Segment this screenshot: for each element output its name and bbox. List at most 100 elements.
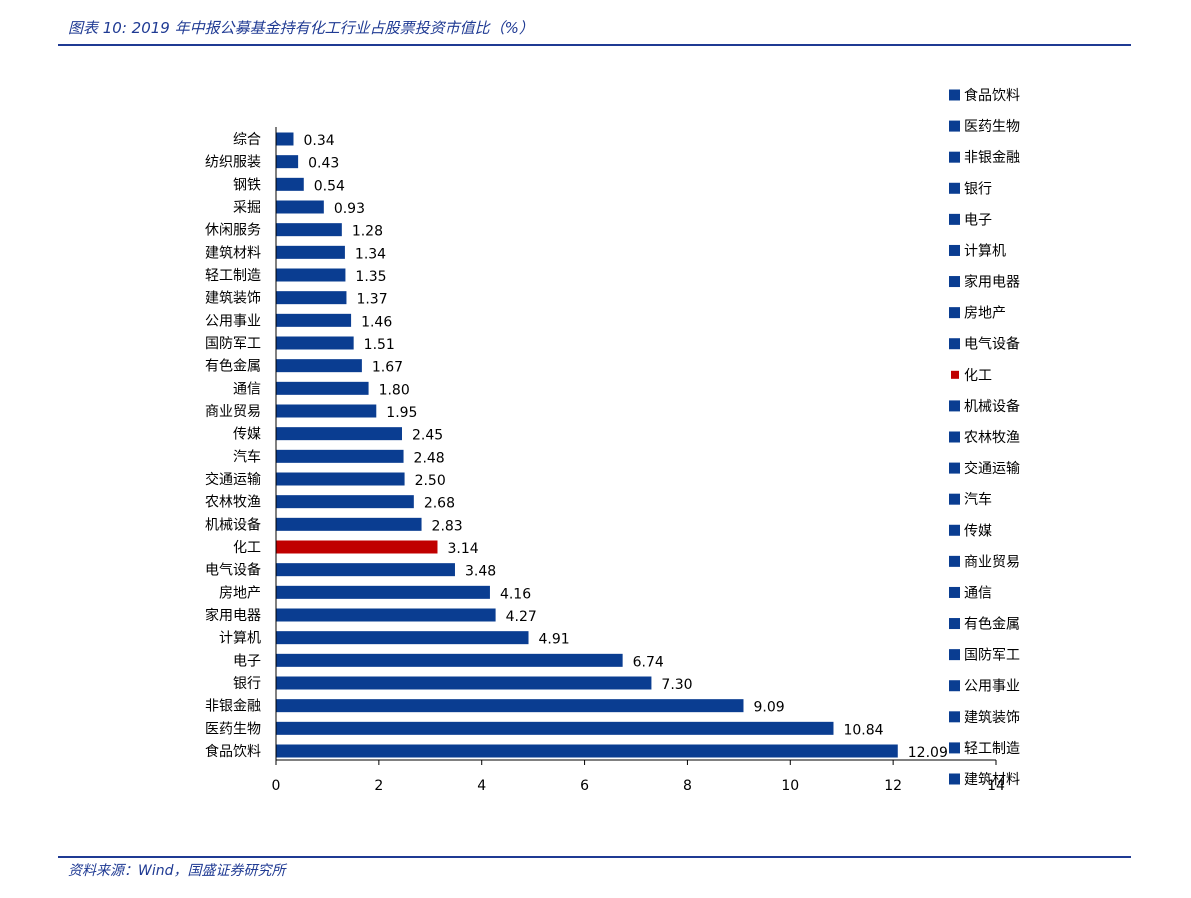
category-label: 非银金融 xyxy=(205,699,261,715)
category-label: 休闲服务 xyxy=(205,223,261,239)
legend-swatch xyxy=(949,89,960,101)
legend-label: 轻工制造 xyxy=(964,741,1020,757)
x-tick-label: 2 xyxy=(374,778,383,794)
data-label: 2.45 xyxy=(412,428,443,444)
category-label: 计算机 xyxy=(219,631,261,647)
data-label: 12.09 xyxy=(908,745,948,761)
data-label: 1.51 xyxy=(364,337,395,353)
chart-title: 图表 10: 2019 年中报公募基金持有化工行业占股票投资市值比（%） xyxy=(68,19,534,37)
header-rule xyxy=(58,44,1131,46)
legend: 食品饮料医药生物非银金融银行电子计算机家用电器房地产电气设备化工机械设备农林牧渔… xyxy=(949,87,1020,788)
category-label: 通信 xyxy=(233,381,261,397)
category-label: 银行 xyxy=(233,676,261,692)
legend-swatch xyxy=(949,431,960,443)
data-label: 1.28 xyxy=(352,224,383,240)
category-label: 电气设备 xyxy=(205,562,261,579)
legend-swatch xyxy=(949,213,960,225)
legend-label: 医药生物 xyxy=(964,119,1020,135)
data-label: 1.34 xyxy=(355,246,386,262)
legend-label: 电气设备 xyxy=(964,336,1020,353)
bar xyxy=(276,653,623,667)
legend-swatch xyxy=(949,773,960,785)
legend-label: 农林牧渔 xyxy=(964,430,1020,446)
legend-label: 汽车 xyxy=(964,491,992,508)
data-label: 1.80 xyxy=(379,382,410,398)
category-label: 国防军工 xyxy=(205,336,261,352)
category-label: 交通运输 xyxy=(205,471,261,488)
category-label: 食品饮料 xyxy=(205,743,261,760)
legend-swatch xyxy=(949,244,960,256)
data-label: 0.54 xyxy=(314,178,345,194)
category-label: 房地产 xyxy=(219,585,261,601)
category-label: 纺织服装 xyxy=(205,155,261,171)
x-tick-label: 0 xyxy=(272,778,281,794)
legend-swatch xyxy=(949,555,960,567)
bar xyxy=(276,245,345,259)
category-label: 公用事业 xyxy=(205,313,261,329)
bar xyxy=(276,495,414,509)
data-label: 1.46 xyxy=(361,314,392,330)
data-label: 10.84 xyxy=(843,722,883,738)
data-label: 2.50 xyxy=(415,473,446,489)
bar xyxy=(276,359,362,373)
legend-label: 传媒 xyxy=(964,523,992,539)
legend-swatch xyxy=(949,742,960,754)
data-label: 0.43 xyxy=(308,156,339,172)
data-label: 2.68 xyxy=(424,496,455,512)
category-label: 采掘 xyxy=(233,200,261,216)
data-label: 6.74 xyxy=(633,654,664,670)
category-label: 医药生物 xyxy=(205,721,261,737)
legend-label: 计算机 xyxy=(964,243,1006,259)
bars-layer: 综合 0.34 纺织服装 0.43 钢铁 0.54 采掘 0.93 休闲服务 1.28 建筑材料 1.… xyxy=(205,132,948,761)
legend-swatch xyxy=(951,370,959,379)
category-label: 综合 xyxy=(233,132,261,148)
legend-swatch xyxy=(949,307,960,319)
legend-swatch xyxy=(949,649,960,661)
data-label: 1.67 xyxy=(372,360,403,376)
legend-label: 有色金属 xyxy=(964,616,1020,633)
legend-label: 家用电器 xyxy=(964,274,1020,291)
x-tick-label: 10 xyxy=(781,778,799,794)
category-label: 钢铁 xyxy=(233,177,261,193)
bar xyxy=(276,517,422,531)
category-label: 轻工制造 xyxy=(205,268,261,284)
legend-label: 建筑材料 xyxy=(964,772,1020,788)
data-label: 7.30 xyxy=(661,677,692,693)
bar xyxy=(276,223,342,237)
data-label: 3.14 xyxy=(447,541,478,557)
category-label: 化工 xyxy=(233,540,261,556)
legend-swatch xyxy=(949,120,960,132)
bar xyxy=(276,268,346,282)
data-label: 4.91 xyxy=(539,632,570,648)
bar xyxy=(276,585,490,599)
category-label: 电子 xyxy=(233,653,261,669)
bar xyxy=(276,744,898,758)
bar xyxy=(276,721,834,735)
data-label: 0.34 xyxy=(303,133,334,149)
legend-swatch xyxy=(949,711,960,723)
x-tick-label: 6 xyxy=(580,778,589,794)
legend-swatch xyxy=(949,586,960,598)
bar xyxy=(276,132,294,146)
category-label: 家用电器 xyxy=(205,607,261,624)
legend-swatch xyxy=(949,524,960,536)
legend-label: 非银金融 xyxy=(964,150,1020,166)
data-label: 4.16 xyxy=(500,586,531,602)
category-label: 汽车 xyxy=(233,448,261,465)
bar-highlight xyxy=(276,540,438,554)
data-label: 2.48 xyxy=(414,450,445,466)
legend-label: 交通运输 xyxy=(964,460,1020,477)
data-label: 1.95 xyxy=(386,405,417,421)
x-tick-label: 12 xyxy=(884,778,902,794)
legend-swatch xyxy=(949,338,960,350)
bar xyxy=(276,449,404,463)
bar xyxy=(276,563,455,577)
bar xyxy=(276,676,652,690)
category-label: 农林牧渔 xyxy=(205,495,261,511)
bar xyxy=(276,381,369,395)
legend-label: 房地产 xyxy=(964,306,1006,322)
data-label: 2.83 xyxy=(432,518,463,534)
legend-label: 电子 xyxy=(964,212,992,228)
category-label: 建筑装饰 xyxy=(205,291,261,307)
bar xyxy=(276,699,744,713)
